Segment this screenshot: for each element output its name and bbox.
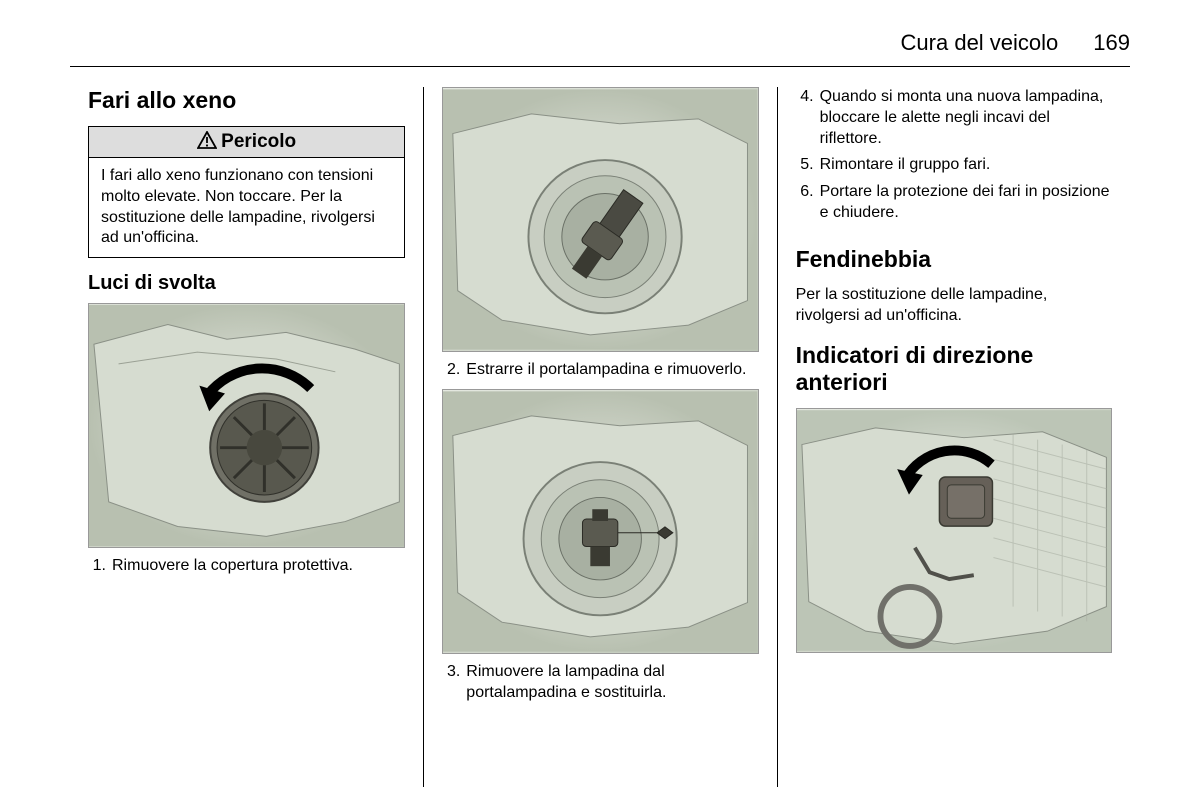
- step-2-text: Estrarre il portalampadina e rimuoverlo.: [466, 360, 746, 381]
- heading-foglights: Fendinebbia: [796, 246, 1112, 273]
- step-4: 4. Quando si monta una nuova lampadina, …: [796, 87, 1112, 149]
- step-5: 5. Rimontare il gruppo fari.: [796, 155, 1112, 176]
- step-5-text: Rimontare il gruppo fari.: [820, 155, 991, 176]
- foglights-body: Per la sostituzione delle lampadine, riv…: [796, 285, 1112, 327]
- figure-extract-holder: [442, 87, 758, 352]
- step-5-num: 5.: [796, 155, 814, 176]
- step-1: 1. Rimuovere la copertura protettiva.: [88, 556, 405, 577]
- warning-box: Pericolo I fari allo xeno funzionano con…: [88, 126, 405, 258]
- step-1-num: 1.: [88, 556, 106, 577]
- steps-col1: 1. Rimuovere la copertura protettiva.: [88, 556, 405, 577]
- step-6-num: 6.: [796, 182, 814, 224]
- figure-remove-bulb: [442, 389, 758, 654]
- warning-body: I fari allo xeno funzionano con tensioni…: [89, 158, 404, 257]
- page-header: Cura del veicolo 169: [70, 30, 1130, 67]
- figure-remove-cover: [88, 303, 405, 548]
- step-3-text: Rimuovere la lampadina dal portalampadin…: [466, 662, 758, 704]
- content-columns: Fari allo xeno Pericolo I fari allo xeno…: [70, 87, 1130, 787]
- step-6-text: Portare la protezione dei fari in posizi…: [820, 182, 1112, 224]
- step-3: 3. Rimuovere la lampadina dal portalampa…: [442, 662, 758, 704]
- steps-col3: 4. Quando si monta una nuova lampadina, …: [796, 87, 1112, 224]
- step-2: 2. Estrarre il portalampadina e rimuover…: [442, 360, 758, 381]
- warning-triangle-icon: [197, 131, 217, 149]
- step-2-num: 2.: [442, 360, 460, 381]
- column-2: 2. Estrarre il portalampadina e rimuover…: [423, 87, 776, 787]
- subhead-cornering: Luci di svolta: [88, 272, 405, 295]
- header-section-title: Cura del veicolo: [901, 30, 1059, 56]
- heading-indicators: Indicatori di direzione anteriori: [796, 342, 1112, 396]
- step-1-text: Rimuovere la copertura protettiva.: [112, 556, 353, 577]
- column-1: Fari allo xeno Pericolo I fari allo xeno…: [70, 87, 423, 787]
- figure-front-indicators: [796, 408, 1112, 653]
- header-page-number: 169: [1093, 30, 1130, 56]
- step-3-num: 3.: [442, 662, 460, 704]
- steps-col2a: 2. Estrarre il portalampadina e rimuover…: [442, 360, 758, 381]
- step-6: 6. Portare la protezione dei fari in pos…: [796, 182, 1112, 224]
- step-4-num: 4.: [796, 87, 814, 149]
- column-3: 4. Quando si monta una nuova lampadina, …: [777, 87, 1130, 787]
- step-4-text: Quando si monta una nuova lampadina, blo…: [820, 87, 1112, 149]
- steps-col2b: 3. Rimuovere la lampadina dal portalampa…: [442, 662, 758, 704]
- warning-label: Pericolo: [221, 131, 296, 152]
- warning-header: Pericolo: [89, 127, 404, 158]
- heading-xenon: Fari allo xeno: [88, 87, 405, 114]
